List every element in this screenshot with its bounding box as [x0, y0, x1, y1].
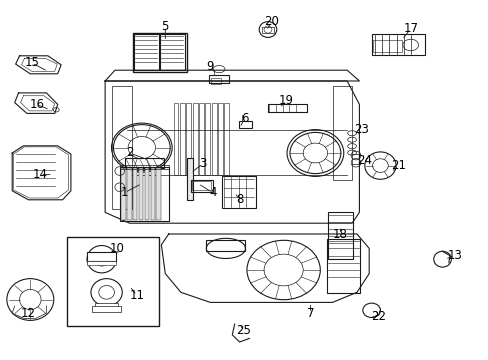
Bar — [218, 103, 223, 175]
Text: 8: 8 — [235, 193, 243, 206]
Text: 1: 1 — [121, 186, 128, 199]
Text: 23: 23 — [354, 123, 368, 136]
Bar — [262, 27, 273, 33]
Ellipse shape — [91, 279, 122, 306]
Bar — [180, 103, 184, 175]
Bar — [127, 168, 131, 220]
Bar — [67, 237, 159, 326]
Text: 3: 3 — [199, 157, 206, 170]
Bar — [156, 168, 161, 220]
Ellipse shape — [87, 246, 116, 273]
Bar — [371, 34, 425, 55]
Text: 11: 11 — [129, 289, 144, 302]
Text: 10: 10 — [110, 242, 124, 255]
Text: 24: 24 — [356, 154, 371, 167]
Text: 18: 18 — [332, 228, 346, 240]
Bar — [160, 34, 184, 70]
Bar — [139, 168, 143, 220]
Text: 22: 22 — [371, 310, 386, 323]
Bar — [238, 121, 252, 128]
Text: 12: 12 — [21, 307, 36, 320]
Text: 17: 17 — [403, 22, 417, 35]
Text: 19: 19 — [278, 94, 293, 107]
Bar — [192, 103, 197, 175]
Text: 7: 7 — [306, 307, 314, 320]
Bar — [95, 303, 118, 307]
Bar — [87, 261, 116, 265]
Text: 5: 5 — [161, 21, 169, 33]
Bar — [332, 86, 351, 180]
Bar — [372, 40, 401, 52]
Bar — [173, 103, 178, 175]
Bar — [120, 167, 168, 221]
Bar — [121, 168, 125, 220]
Bar — [209, 75, 228, 83]
Text: 4: 4 — [208, 186, 216, 199]
Bar — [134, 34, 159, 70]
Bar — [133, 33, 186, 72]
Bar — [199, 103, 203, 175]
Text: 20: 20 — [264, 15, 278, 28]
Bar — [124, 158, 163, 168]
Bar — [327, 212, 352, 259]
Bar — [92, 306, 121, 312]
Bar — [144, 168, 149, 220]
Text: 13: 13 — [447, 249, 461, 262]
Text: 15: 15 — [24, 57, 39, 69]
Polygon shape — [105, 81, 359, 223]
Text: 6: 6 — [240, 112, 248, 125]
Text: 16: 16 — [29, 98, 44, 111]
Bar — [211, 78, 221, 84]
Bar — [326, 239, 359, 293]
Bar — [112, 86, 132, 209]
Bar — [192, 181, 210, 190]
Bar — [150, 168, 155, 220]
Bar — [205, 103, 210, 175]
Bar — [267, 104, 306, 112]
Polygon shape — [105, 70, 359, 81]
Bar — [133, 168, 137, 220]
Polygon shape — [16, 56, 61, 74]
Text: 25: 25 — [236, 324, 250, 337]
Text: 9: 9 — [206, 60, 214, 73]
Bar — [211, 103, 216, 175]
Bar — [224, 103, 229, 175]
Bar — [186, 103, 191, 175]
Bar — [87, 252, 116, 261]
Polygon shape — [14, 147, 68, 198]
Bar — [190, 180, 212, 192]
Text: 14: 14 — [33, 168, 47, 181]
Bar — [222, 176, 255, 208]
Bar — [186, 158, 192, 200]
Bar — [206, 240, 245, 251]
Text: 21: 21 — [390, 159, 405, 172]
Polygon shape — [161, 234, 368, 302]
Text: 2: 2 — [125, 147, 133, 159]
Polygon shape — [12, 146, 71, 200]
Polygon shape — [15, 93, 58, 113]
Bar — [120, 165, 168, 169]
